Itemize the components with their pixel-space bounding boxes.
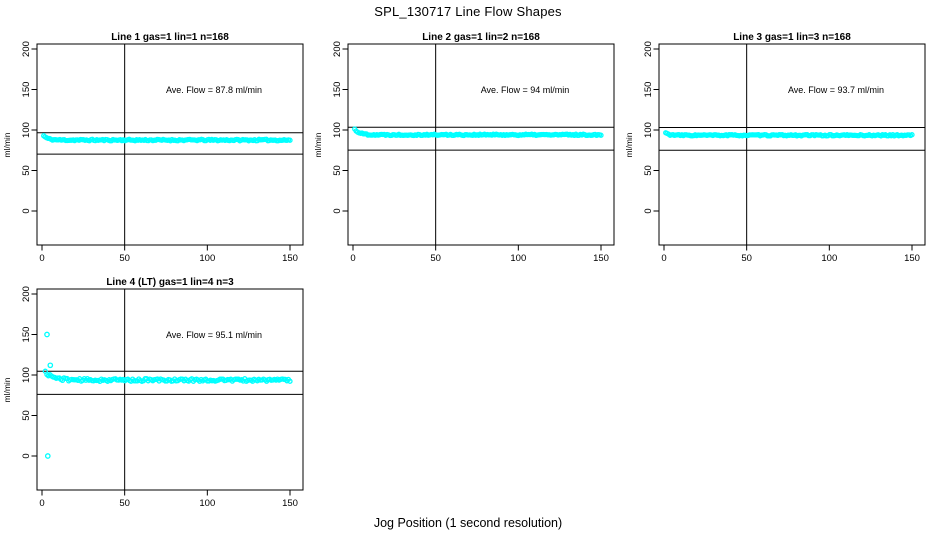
- y-tick-label: 50: [643, 165, 654, 176]
- x-tick-label: 100: [821, 253, 837, 264]
- x-tick-label: 50: [119, 498, 130, 509]
- y-tick-label: 200: [21, 41, 32, 57]
- panel-line-4: Line 4 (LT) gas=1 lin=4 n=3 0 50 100 150 200 m…: [2, 277, 304, 509]
- y-tick-label: 200: [643, 41, 654, 57]
- data-points: [663, 130, 915, 139]
- y-tick-label: 50: [21, 165, 32, 176]
- x-tick-label: 100: [199, 253, 215, 264]
- panel-line-2: Line 2 gas=1 lin=2 n=168 0 50 100 150 200 ml/m…: [313, 32, 615, 264]
- x-tick-label: 150: [282, 498, 298, 509]
- x-tick-label: 50: [119, 253, 130, 264]
- panel-line-3: Line 3 gas=1 lin=3 n=168 0 50 100 150 200 ml/m…: [624, 32, 926, 264]
- x-tick-label: 0: [39, 498, 44, 509]
- panel-title: Line 1 gas=1 lin=1 n=168: [111, 32, 229, 43]
- y-tick-label: 150: [21, 327, 32, 343]
- x-tick-label: 0: [350, 253, 355, 264]
- y-tick-label: 150: [643, 82, 654, 98]
- y-tick-label: 100: [21, 367, 32, 383]
- ave-flow-annotation: Ave. Flow = 93.7 ml/min: [788, 85, 884, 95]
- y-tick-label: 100: [332, 122, 343, 138]
- y-tick-label: 200: [332, 41, 343, 57]
- x-tick-label: 150: [282, 253, 298, 264]
- figure-title: SPL_130717 Line Flow Shapes: [374, 4, 562, 19]
- y-tick-label: 150: [21, 82, 32, 98]
- x-tick-label: 100: [199, 498, 215, 509]
- outlier-point: [44, 331, 50, 338]
- y-tick-label: 200: [21, 286, 32, 302]
- x-tick-label: 50: [741, 253, 752, 264]
- data-points: [41, 133, 293, 144]
- y-tick-label: 50: [332, 165, 343, 176]
- ave-flow-annotation: Ave. Flow = 95.1 ml/min: [166, 330, 262, 340]
- ave-flow-annotation: Ave. Flow = 87.8 ml/min: [166, 85, 262, 95]
- data-points: [352, 126, 604, 139]
- outlier-point: [44, 453, 51, 459]
- y-tick-label: 0: [21, 208, 32, 213]
- x-tick-label: 50: [430, 253, 441, 264]
- panel-title: Line 2 gas=1 lin=2 n=168: [422, 32, 540, 43]
- x-tick-label: 150: [904, 253, 920, 264]
- y-axis-unit-label: ml/min: [313, 132, 323, 157]
- plot-box: [658, 43, 926, 246]
- ave-flow-annotation: Ave. Flow = 94 ml/min: [481, 85, 570, 95]
- panel-title: Line 4 (LT) gas=1 lin=4 n=3: [106, 277, 234, 288]
- x-tick-label: 0: [661, 253, 666, 264]
- data-points: [42, 331, 293, 459]
- x-tick-label: 100: [510, 253, 526, 264]
- y-tick-label: 0: [332, 208, 343, 213]
- panel-title: Line 3 gas=1 lin=3 n=168: [733, 32, 851, 43]
- plot-box: [36, 43, 304, 246]
- y-tick-label: 0: [643, 208, 654, 213]
- data-point: [287, 378, 293, 384]
- y-tick-label: 150: [332, 82, 343, 98]
- outlier-point: [47, 362, 54, 369]
- data-point: [287, 137, 293, 143]
- y-axis-unit-label: ml/min: [2, 377, 12, 402]
- x-tick-label: 150: [593, 253, 609, 264]
- panel-line-1: Line 1 gas=1 lin=1 n=168 0 50 100 150 200 ml/m…: [2, 32, 304, 264]
- data-point: [909, 132, 915, 138]
- plot-box: [36, 288, 304, 491]
- y-axis-unit-label: ml/min: [624, 132, 634, 157]
- y-tick-label: 0: [21, 453, 32, 458]
- data-point: [598, 132, 604, 138]
- y-tick-label: 50: [21, 410, 32, 421]
- y-axis-unit-label: ml/min: [2, 132, 12, 157]
- x-axis-label: Jog Position (1 second resolution): [373, 516, 563, 530]
- plot-box: [347, 43, 615, 246]
- y-tick-label: 100: [643, 122, 654, 138]
- x-tick-label: 0: [39, 253, 44, 264]
- y-tick-label: 100: [21, 122, 32, 138]
